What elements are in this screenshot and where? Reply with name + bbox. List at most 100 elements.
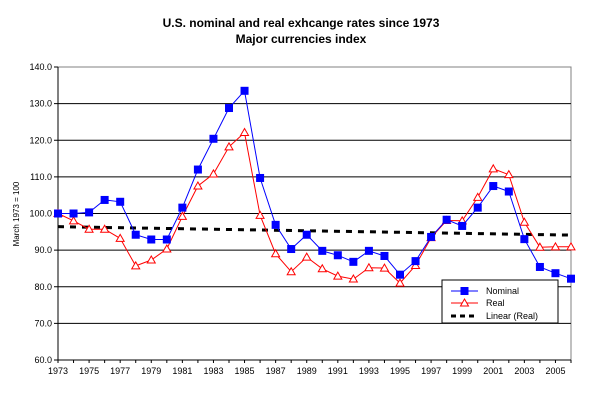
data-point-real [270, 248, 281, 258]
data-point-real [161, 244, 172, 253]
data-point-nominal [411, 257, 420, 266]
x-tick-label: 2001 [483, 366, 503, 376]
data-point-real [317, 263, 328, 273]
data-point-real [566, 241, 576, 251]
data-point-nominal [567, 274, 575, 283]
y-tick-label: 60.0 [34, 355, 52, 365]
data-point-real [99, 224, 110, 233]
data-point-real [488, 163, 499, 173]
x-tick-label: 1995 [390, 366, 410, 376]
x-tick-label: 1993 [359, 366, 379, 376]
legend: Nominal Real Linear (Real) [441, 279, 559, 324]
data-point-nominal [551, 269, 560, 278]
data-point-real [395, 278, 405, 287]
data-point-nominal [100, 195, 109, 204]
data-point-nominal [396, 270, 404, 279]
x-tick-label: 1987 [266, 366, 286, 376]
data-point-nominal [458, 221, 467, 230]
x-tick-label: 1979 [141, 366, 161, 376]
data-point-nominal [271, 220, 280, 229]
x-tick-label: 1985 [235, 366, 255, 376]
x-tick-label: 1991 [328, 366, 348, 376]
legend-item: Linear (Real) [451, 311, 538, 321]
x-tick-label: 1981 [172, 366, 192, 376]
x-tick-label: 2005 [545, 366, 565, 376]
data-point-real [255, 210, 265, 219]
data-point-nominal [178, 203, 187, 212]
data-point-real [286, 266, 297, 276]
data-point-nominal [489, 182, 498, 191]
data-point-real [68, 215, 79, 225]
data-point-real [301, 252, 312, 261]
axes: 60.0 70.0 80.0 90.0 100.0 110.0 120.0 130.0 140.… [29, 62, 572, 376]
data-point-nominal [520, 235, 529, 244]
data-point-real [348, 274, 359, 283]
data-point-nominal [54, 209, 62, 218]
data-point-real [115, 233, 126, 242]
data-point-real [550, 241, 561, 251]
legend-item: Real [451, 297, 505, 308]
data-point-nominal [287, 245, 296, 254]
x-tick-label: 1997 [421, 366, 441, 376]
series-line-nominal [58, 89, 572, 280]
data-point-nominal [256, 173, 265, 182]
x-tick-label: 1975 [79, 366, 99, 376]
data-point-real [535, 242, 545, 251]
data-point-nominal [473, 203, 482, 212]
legend-marker-square [460, 287, 469, 295]
data-point-nominal [85, 208, 94, 217]
data-point-real [519, 217, 530, 226]
legend-items: Nominal Real Linear (Real) [451, 286, 538, 321]
data-point-nominal [427, 232, 436, 241]
y-tick-label: 130.0 [29, 99, 52, 109]
data-point-nominal [162, 235, 171, 244]
data-point-nominal [349, 257, 358, 266]
data-point-nominal [225, 104, 233, 113]
x-tick-label: 1977 [110, 366, 130, 376]
x-tick-label: 1973 [48, 366, 68, 376]
y-tick-label: 90.0 [34, 245, 52, 255]
series-nominal [54, 86, 575, 283]
data-point-real [364, 262, 374, 272]
data-point-real [84, 224, 94, 233]
data-point-nominal [442, 215, 451, 224]
chart-subtitle: Major currencies index [236, 32, 367, 46]
data-point-nominal [318, 246, 327, 255]
x-tick-label: 2003 [514, 366, 534, 376]
data-point-real [224, 141, 234, 151]
y-tick-label: 80.0 [34, 282, 52, 292]
chart-title: U.S. nominal and real exhcange rates sin… [163, 16, 440, 30]
data-point-nominal [193, 165, 202, 174]
data-point-nominal [116, 197, 125, 206]
data-point-real [146, 255, 157, 264]
y-tick-label: 70.0 [34, 318, 52, 328]
data-point-nominal [131, 230, 140, 239]
y-tick-label: 140.0 [29, 62, 52, 72]
series-layer [53, 86, 576, 287]
y-axis-label: March 1973 = 100 [12, 181, 21, 246]
data-point-nominal [147, 235, 156, 244]
data-point-nominal [364, 246, 373, 255]
y-tick-label: 110.0 [30, 172, 52, 182]
x-tick-label: 1983 [203, 366, 223, 376]
trendline-linear-real [57, 225, 572, 237]
data-point-nominal [69, 209, 78, 218]
x-tick-label: 1989 [297, 366, 317, 376]
trendline-layer [57, 225, 572, 237]
y-tick-label: 100.0 [29, 209, 52, 219]
data-point-nominal [333, 251, 342, 260]
data-point-nominal [240, 86, 249, 95]
data-point-real [239, 127, 250, 137]
data-point-real [177, 211, 188, 220]
data-point-real [193, 181, 203, 190]
legend-label: Real [486, 298, 505, 308]
data-point-nominal [504, 187, 513, 196]
series-line-real [57, 131, 571, 284]
legend-item: Nominal [451, 286, 519, 296]
data-point-real [332, 271, 343, 280]
data-point-real [208, 168, 219, 178]
data-point-real [503, 169, 514, 179]
legend-marker-triangle [459, 297, 470, 307]
